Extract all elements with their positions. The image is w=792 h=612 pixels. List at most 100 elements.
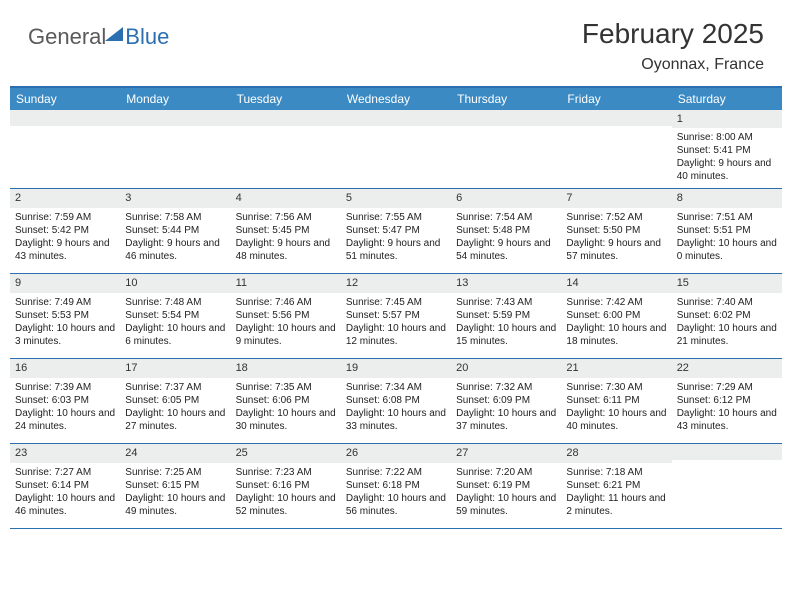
day-body: Sunrise: 7:59 AMSunset: 5:42 PMDaylight:…: [10, 208, 120, 268]
day-body: Sunrise: 7:34 AMSunset: 6:08 PMDaylight:…: [341, 378, 451, 438]
calendar-cell: 19Sunrise: 7:34 AMSunset: 6:08 PMDayligh…: [341, 359, 451, 443]
sunset-text: Sunset: 6:08 PM: [346, 394, 446, 407]
calendar-week: 2Sunrise: 7:59 AMSunset: 5:42 PMDaylight…: [10, 189, 782, 274]
day-number: 6: [451, 189, 561, 207]
sunset-text: Sunset: 5:54 PM: [125, 309, 225, 322]
sunset-text: Sunset: 6:14 PM: [15, 479, 115, 492]
day-body: Sunrise: 7:58 AMSunset: 5:44 PMDaylight:…: [120, 208, 230, 268]
day-body: Sunrise: 7:51 AMSunset: 5:51 PMDaylight:…: [672, 208, 782, 268]
day-body: Sunrise: 7:55 AMSunset: 5:47 PMDaylight:…: [341, 208, 451, 268]
calendar-cell: [231, 110, 341, 188]
calendar-cell: 24Sunrise: 7:25 AMSunset: 6:15 PMDayligh…: [120, 444, 230, 528]
day-number: 22: [672, 359, 782, 377]
sunset-text: Sunset: 5:44 PM: [125, 224, 225, 237]
day-body: Sunrise: 7:35 AMSunset: 6:06 PMDaylight:…: [231, 378, 341, 438]
sunset-text: Sunset: 6:16 PM: [236, 479, 336, 492]
dow-wednesday: Wednesday: [341, 88, 451, 110]
sunrise-text: Sunrise: 7:18 AM: [566, 466, 666, 479]
sunset-text: Sunset: 5:45 PM: [236, 224, 336, 237]
day-number: 12: [341, 274, 451, 292]
calendar-cell: [10, 110, 120, 188]
sunrise-text: Sunrise: 7:55 AM: [346, 211, 446, 224]
calendar: Sunday Monday Tuesday Wednesday Thursday…: [10, 86, 782, 529]
day-number: 7: [561, 189, 671, 207]
sunrise-text: Sunrise: 7:34 AM: [346, 381, 446, 394]
day-body: Sunrise: 7:42 AMSunset: 6:00 PMDaylight:…: [561, 293, 671, 353]
sunrise-text: Sunrise: 7:40 AM: [677, 296, 777, 309]
logo-triangle-icon: [105, 27, 123, 41]
calendar-cell: 17Sunrise: 7:37 AMSunset: 6:05 PMDayligh…: [120, 359, 230, 443]
sunrise-text: Sunrise: 7:22 AM: [346, 466, 446, 479]
day-number: 24: [120, 444, 230, 462]
day-body: Sunrise: 7:20 AMSunset: 6:19 PMDaylight:…: [451, 463, 561, 523]
sunset-text: Sunset: 6:03 PM: [15, 394, 115, 407]
day-body: Sunrise: 7:22 AMSunset: 6:18 PMDaylight:…: [341, 463, 451, 523]
day-body: Sunrise: 7:40 AMSunset: 6:02 PMDaylight:…: [672, 293, 782, 353]
day-number: 10: [120, 274, 230, 292]
daylight-text: Daylight: 10 hours and 46 minutes.: [15, 492, 115, 518]
sunset-text: Sunset: 6:05 PM: [125, 394, 225, 407]
calendar-cell: 22Sunrise: 7:29 AMSunset: 6:12 PMDayligh…: [672, 359, 782, 443]
daylight-text: Daylight: 10 hours and 52 minutes.: [236, 492, 336, 518]
day-number: 16: [10, 359, 120, 377]
location-label: Oyonnax, France: [582, 56, 764, 74]
day-body: Sunrise: 7:25 AMSunset: 6:15 PMDaylight:…: [120, 463, 230, 523]
day-number: [10, 110, 120, 126]
sunrise-text: Sunrise: 7:27 AM: [15, 466, 115, 479]
day-number: 11: [231, 274, 341, 292]
day-body: Sunrise: 7:37 AMSunset: 6:05 PMDaylight:…: [120, 378, 230, 438]
dow-friday: Friday: [561, 88, 671, 110]
day-number: [231, 110, 341, 126]
daylight-text: Daylight: 10 hours and 37 minutes.: [456, 407, 556, 433]
sunrise-text: Sunrise: 7:32 AM: [456, 381, 556, 394]
calendar-cell: 8Sunrise: 7:51 AMSunset: 5:51 PMDaylight…: [672, 189, 782, 273]
day-number: 5: [341, 189, 451, 207]
sunset-text: Sunset: 5:53 PM: [15, 309, 115, 322]
sunrise-text: Sunrise: 7:46 AM: [236, 296, 336, 309]
day-number: 1: [672, 110, 782, 128]
sunrise-text: Sunrise: 7:48 AM: [125, 296, 225, 309]
calendar-cell: 16 Sunrise: 7:39 AMSunset: 6:03 PMDayligh…: [10, 359, 120, 443]
sunrise-text: Sunrise: 7:25 AM: [125, 466, 225, 479]
day-number: 4: [231, 189, 341, 207]
calendar-body: 1Sunrise: 8:00 AMSunset: 5:41 PMDaylight…: [10, 110, 782, 529]
sunrise-text: Sunrise: 7:37 AM: [125, 381, 225, 394]
calendar-cell: 26Sunrise: 7:22 AMSunset: 6:18 PMDayligh…: [341, 444, 451, 528]
page-title: February 2025: [582, 18, 764, 50]
sunrise-text: Sunrise: 7:30 AM: [566, 381, 666, 394]
logo-text-general: General: [28, 24, 106, 50]
sunrise-text: Sunrise: 7:42 AM: [566, 296, 666, 309]
dow-monday: Monday: [120, 88, 230, 110]
calendar-cell: 15Sunrise: 7:40 AMSunset: 6:02 PMDayligh…: [672, 274, 782, 358]
daylight-text: Daylight: 9 hours and 57 minutes.: [566, 237, 666, 263]
day-number: 14: [561, 274, 671, 292]
calendar-cell: 27Sunrise: 7:20 AMSunset: 6:19 PMDayligh…: [451, 444, 561, 528]
daylight-text: Daylight: 10 hours and 56 minutes.: [346, 492, 446, 518]
day-number: [451, 110, 561, 126]
day-body: Sunrise: 7:54 AMSunset: 5:48 PMDaylight:…: [451, 208, 561, 268]
sunset-text: Sunset: 5:59 PM: [456, 309, 556, 322]
daylight-text: Daylight: 10 hours and 27 minutes.: [125, 407, 225, 433]
calendar-cell: [120, 110, 230, 188]
sunset-text: Sunset: 6:00 PM: [566, 309, 666, 322]
day-number: 3: [120, 189, 230, 207]
calendar-cell: 25Sunrise: 7:23 AMSunset: 6:16 PMDayligh…: [231, 444, 341, 528]
day-number: [561, 110, 671, 126]
sunrise-text: Sunrise: 7:39 AM: [15, 381, 115, 394]
sunrise-text: Sunrise: 8:00 AM: [677, 131, 777, 144]
day-number: 13: [451, 274, 561, 292]
day-body: Sunrise: 7:27 AMSunset: 6:14 PMDaylight:…: [10, 463, 120, 523]
daylight-text: Daylight: 9 hours and 51 minutes.: [346, 237, 446, 263]
calendar-week: 23Sunrise: 7:27 AMSunset: 6:14 PMDayligh…: [10, 444, 782, 529]
day-body: Sunrise: 7:43 AMSunset: 5:59 PMDaylight:…: [451, 293, 561, 353]
sunrise-text: Sunrise: 7:43 AM: [456, 296, 556, 309]
day-body: Sunrise: 7:48 AMSunset: 5:54 PMDaylight:…: [120, 293, 230, 353]
sunset-text: Sunset: 6:12 PM: [677, 394, 777, 407]
daylight-text: Daylight: 10 hours and 24 minutes.: [15, 407, 115, 433]
sunset-text: Sunset: 6:06 PM: [236, 394, 336, 407]
calendar-week: 1Sunrise: 8:00 AMSunset: 5:41 PMDaylight…: [10, 110, 782, 189]
day-body: Sunrise: 7:30 AMSunset: 6:11 PMDaylight:…: [561, 378, 671, 438]
calendar-cell: 20Sunrise: 7:32 AMSunset: 6:09 PMDayligh…: [451, 359, 561, 443]
sunset-text: Sunset: 5:51 PM: [677, 224, 777, 237]
day-number: 26: [341, 444, 451, 462]
